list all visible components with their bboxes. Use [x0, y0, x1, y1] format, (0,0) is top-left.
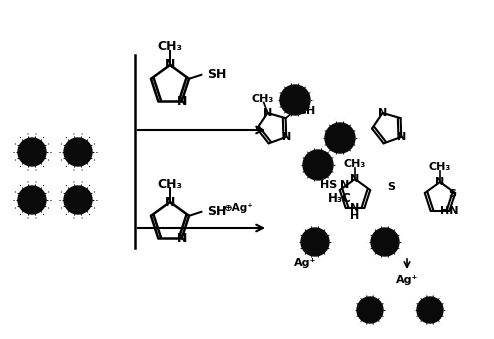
Text: S: S [387, 182, 395, 192]
Text: Ag⁺: Ag⁺ [396, 275, 418, 285]
Text: H₃C: H₃C [328, 193, 352, 205]
Circle shape [280, 85, 310, 115]
Circle shape [64, 138, 92, 166]
Circle shape [417, 297, 443, 323]
Text: N: N [435, 177, 445, 187]
Text: S: S [448, 189, 456, 199]
Text: N: N [350, 174, 360, 184]
Circle shape [64, 186, 92, 214]
Text: SH: SH [207, 205, 226, 218]
Text: N: N [282, 132, 291, 142]
Circle shape [357, 297, 383, 323]
Text: H: H [350, 211, 360, 221]
Text: CH₃: CH₃ [158, 178, 182, 191]
Text: SH: SH [298, 105, 316, 116]
Circle shape [18, 138, 46, 166]
Text: ⊕Ag⁺: ⊕Ag⁺ [223, 203, 253, 213]
Text: N: N [165, 196, 175, 208]
Text: N: N [176, 95, 187, 108]
Text: HS: HS [320, 180, 337, 190]
Text: N: N [350, 203, 360, 213]
Text: Ag⁺: Ag⁺ [294, 258, 316, 268]
Text: N: N [176, 232, 187, 245]
Circle shape [371, 228, 399, 256]
Text: CH₃: CH₃ [429, 162, 451, 172]
Circle shape [303, 150, 333, 180]
Text: HN: HN [440, 206, 458, 216]
Circle shape [18, 186, 46, 214]
Text: N: N [340, 180, 349, 190]
Text: N: N [165, 59, 175, 72]
Text: CH₃: CH₃ [344, 159, 366, 169]
Text: CH₃: CH₃ [251, 94, 274, 104]
Text: N: N [263, 108, 272, 118]
Text: N: N [397, 132, 406, 142]
Text: N: N [378, 108, 387, 118]
Circle shape [325, 123, 355, 153]
Text: SH: SH [207, 68, 226, 81]
Text: CH₃: CH₃ [158, 40, 182, 54]
Circle shape [301, 228, 329, 256]
